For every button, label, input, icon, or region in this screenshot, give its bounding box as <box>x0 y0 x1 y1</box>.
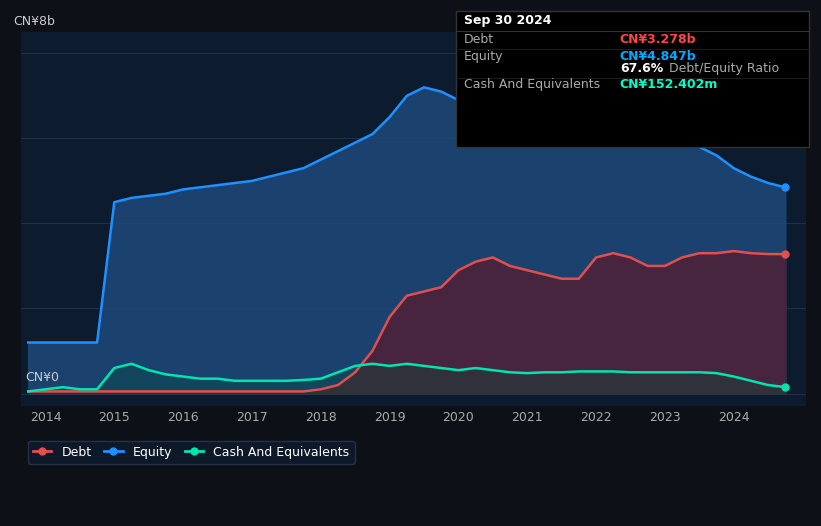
Text: CN¥3.278b: CN¥3.278b <box>620 33 696 46</box>
Legend: Debt, Equity, Cash And Equivalents: Debt, Equity, Cash And Equivalents <box>28 441 355 464</box>
Text: CN¥4.847b: CN¥4.847b <box>620 50 696 63</box>
Text: Equity: Equity <box>464 50 503 63</box>
Text: Debt: Debt <box>464 33 494 46</box>
Text: 67.6%: 67.6% <box>620 62 663 75</box>
Text: Sep 30 2024: Sep 30 2024 <box>464 14 552 27</box>
Text: Debt/Equity Ratio: Debt/Equity Ratio <box>665 62 779 75</box>
Text: CN¥0: CN¥0 <box>25 371 59 384</box>
Text: Cash And Equivalents: Cash And Equivalents <box>464 78 600 92</box>
Text: CN¥8b: CN¥8b <box>13 15 55 28</box>
Text: CN¥152.402m: CN¥152.402m <box>620 78 718 92</box>
